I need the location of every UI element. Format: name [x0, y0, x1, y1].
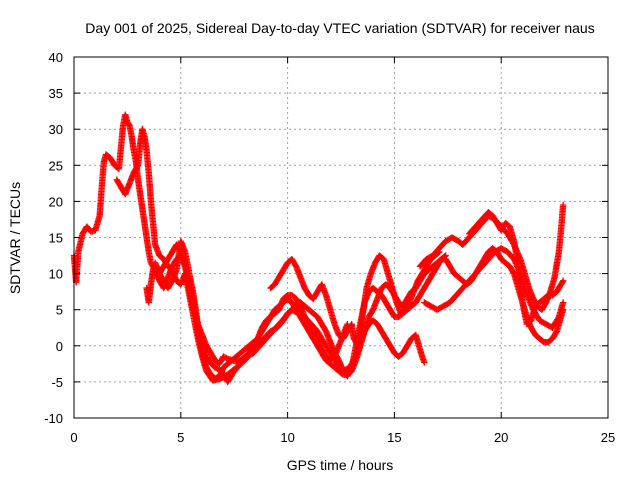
x-tick-label: 25 [601, 430, 615, 445]
y-tick-label: 15 [49, 231, 63, 246]
x-tick-label: 10 [280, 430, 294, 445]
x-tick-labels: 0 5 10 15 20 25 [70, 430, 615, 445]
x-tick-label: 20 [494, 430, 508, 445]
y-tick-label: 25 [49, 158, 63, 173]
data-markers [71, 112, 567, 386]
y-axis-label: SDTVAR / TECUs [7, 182, 23, 294]
data-point [560, 202, 566, 208]
x-tick-label: 15 [387, 430, 401, 445]
y-tick-label: -5 [51, 375, 63, 390]
y-tick-label: 10 [49, 267, 63, 282]
x-tick-label: 0 [70, 430, 77, 445]
x-axis-label: GPS time / hours [287, 457, 394, 473]
y-tick-label: 20 [49, 194, 63, 209]
chart-title: Day 001 of 2025, Sidereal Day-to-day VTE… [85, 20, 594, 36]
series-track-1 [71, 112, 428, 382]
y-tick-labels: -10 -5 0 5 10 15 20 25 30 35 40 [44, 50, 63, 426]
y-tick-label: 0 [56, 339, 63, 354]
y-tick-label: 40 [49, 50, 63, 65]
sdtvar-chart: Day 001 of 2025, Sidereal Day-to-day VTE… [0, 0, 640, 480]
x-tick-label: 5 [177, 430, 184, 445]
y-tick-label: 35 [49, 86, 63, 101]
y-tick-label: 30 [49, 122, 63, 137]
y-tick-label: 5 [56, 303, 63, 318]
y-tick-label: -10 [44, 411, 63, 426]
